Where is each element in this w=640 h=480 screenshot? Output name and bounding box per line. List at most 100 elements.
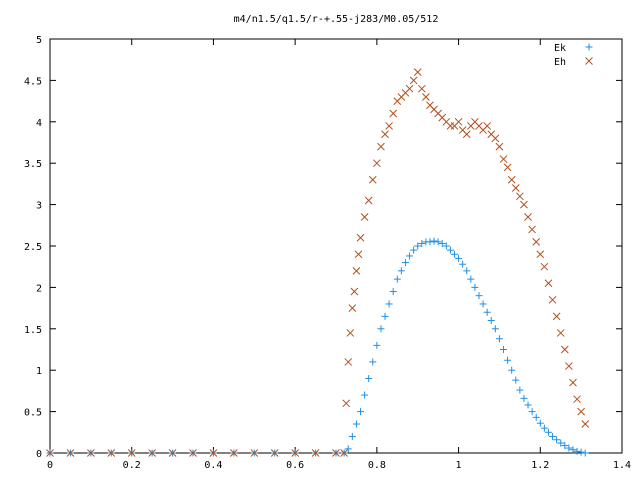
y-tick-label: 0: [36, 449, 42, 460]
data-point-ek: [581, 449, 589, 457]
x-tick-label: 0.4: [204, 460, 222, 471]
data-point-ek: [524, 401, 532, 409]
data-point-eh: [409, 76, 418, 85]
x-axis-ticks: 0 0.2 0.4 0.6 0.8 1 1.2 1.4: [47, 39, 631, 471]
data-point-eh: [348, 304, 357, 312]
data-point-ek: [471, 283, 479, 291]
data-point-ek: [565, 444, 573, 452]
data-point-ek: [557, 439, 565, 447]
data-point-eh: [569, 378, 577, 387]
data-point-eh: [381, 130, 389, 139]
data-point-eh: [548, 295, 557, 304]
data-point-ek: [410, 246, 418, 254]
x-tick-label: 0.2: [123, 460, 141, 471]
data-point-eh: [385, 122, 393, 130]
legend-symbol-eh: [585, 57, 593, 65]
data-point-eh: [377, 142, 385, 151]
data-point-eh: [209, 449, 218, 457]
data-point-ek: [463, 267, 471, 275]
data-point-ek: [361, 391, 369, 399]
data-point-ek: [450, 250, 458, 258]
legend-marker-eh: [585, 57, 593, 65]
data-point-ek: [365, 374, 373, 382]
data-point-eh: [524, 213, 532, 221]
data-point-ek: [577, 448, 585, 456]
x-tick-label: 1: [456, 460, 462, 471]
data-point-eh: [250, 449, 259, 457]
data-point-eh: [560, 345, 569, 354]
data-point-eh: [87, 449, 95, 457]
data-point-eh: [516, 192, 524, 201]
x-tick-label: 0: [47, 460, 53, 471]
data-point-ek: [536, 419, 544, 427]
y-tick-label: 3.5: [24, 159, 42, 170]
data-point-eh: [454, 117, 463, 126]
data-point-eh: [499, 155, 508, 163]
data-point-ek: [414, 242, 422, 250]
data-point-ek: [520, 394, 528, 402]
data-point-ek: [385, 300, 393, 308]
data-point-eh: [168, 449, 177, 457]
legend-label-eh: Eh: [554, 57, 566, 68]
data-point-eh: [340, 449, 349, 457]
data-point-eh: [520, 200, 528, 209]
data-point-eh: [417, 84, 426, 93]
data-point-eh: [462, 130, 471, 139]
data-point-eh: [532, 238, 541, 246]
data-point-eh: [446, 122, 455, 130]
data-point-ek: [377, 325, 385, 333]
data-point-eh: [405, 84, 414, 93]
data-point-ek: [500, 346, 508, 353]
data-point-ek: [369, 358, 377, 366]
data-point-ek: [418, 240, 426, 248]
data-point-ek: [397, 267, 405, 275]
data-point-eh: [46, 449, 54, 457]
data-point-eh: [270, 449, 279, 457]
x-tick-label: 1.4: [613, 460, 631, 471]
data-point-eh: [556, 329, 565, 337]
data-point-eh: [354, 250, 363, 259]
x-tick-label: 0.8: [368, 460, 386, 471]
legend-marker-ek: [585, 43, 593, 51]
data-point-eh: [552, 312, 561, 321]
data-point-ek: [459, 260, 467, 268]
data-point-eh: [311, 449, 320, 457]
y-tick-label: 2: [36, 283, 42, 294]
data-point-ek: [467, 275, 475, 283]
data-point-ek: [491, 325, 499, 333]
y-axis-ticks: 0 0.5 1 1.5 2 2.5 3 3.5 4 4.5 5: [24, 35, 622, 460]
data-point-eh: [127, 449, 136, 457]
legend: Ek Eh: [554, 43, 593, 68]
data-point-ek: [528, 408, 536, 416]
data-point-eh: [413, 68, 422, 76]
data-point-eh: [107, 449, 116, 457]
data-point-ek: [540, 424, 548, 432]
data-point-ek: [504, 356, 512, 364]
data-point-eh: [565, 362, 573, 370]
data-point-ek: [544, 428, 552, 436]
data-point-ek: [381, 312, 389, 320]
data-point-ek: [438, 240, 446, 248]
data-point-ek: [352, 420, 360, 428]
series-layer: [46, 68, 590, 457]
data-point-ek: [483, 308, 491, 316]
data-point-eh: [148, 449, 156, 457]
data-point-ek: [479, 300, 487, 308]
y-tick-label: 4: [36, 118, 42, 129]
data-point-eh: [495, 142, 504, 151]
data-point-eh: [540, 262, 549, 271]
data-point-eh: [356, 233, 365, 242]
y-tick-label: 2.5: [24, 242, 42, 253]
series-eh: [46, 68, 590, 457]
data-point-eh: [503, 163, 512, 172]
data-point-ek: [495, 335, 503, 343]
data-point-ek: [401, 259, 409, 267]
x-tick-label: 1.2: [531, 460, 549, 471]
data-point-eh: [581, 420, 590, 428]
data-point-eh: [544, 279, 553, 288]
y-tick-label: 0.5: [24, 408, 42, 419]
data-point-ek: [434, 238, 442, 246]
data-point-eh: [350, 287, 359, 296]
data-point-ek: [406, 252, 414, 260]
